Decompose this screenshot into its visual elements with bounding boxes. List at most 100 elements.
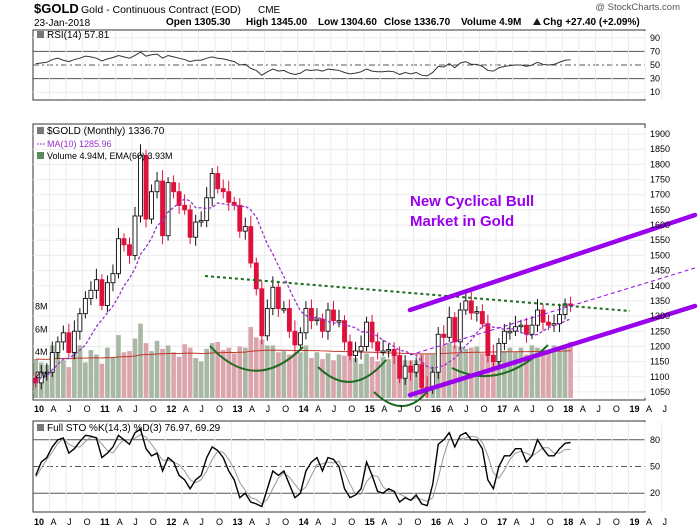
candle-body — [116, 238, 121, 275]
x-tick-label: A — [381, 517, 387, 527]
sto-tick-label: 80 — [650, 435, 660, 445]
volume-bar — [281, 351, 287, 398]
price-tick-label: 1350 — [650, 296, 670, 306]
candle-body — [402, 365, 408, 379]
x-tick-label: O — [348, 404, 355, 414]
volume-bar — [116, 335, 121, 398]
candle-body — [77, 313, 83, 332]
candle-body — [286, 308, 292, 332]
candle-body — [110, 273, 116, 284]
volume-bar — [127, 351, 132, 398]
x-tick-label: J — [398, 517, 403, 527]
candle-body — [535, 309, 540, 326]
candle-body — [143, 154, 149, 220]
x-tick-label: O — [481, 517, 488, 527]
x-tick-label: O — [282, 404, 289, 414]
ma10-line — [35, 198, 571, 384]
volume-bar — [441, 345, 447, 398]
x-tick-label: A — [514, 517, 520, 527]
rsi-line — [35, 51, 571, 77]
x-tick-label: 15 — [365, 517, 375, 527]
watermark: @ StockCharts.com — [595, 2, 680, 13]
x-tick-label: J — [199, 404, 204, 414]
x-tick-label: 14 — [299, 404, 309, 414]
price-tick-label: 1400 — [650, 281, 670, 291]
candle-body — [364, 321, 370, 347]
candle-body — [303, 308, 309, 334]
annotation-line2: Market in Gold — [410, 213, 514, 230]
price-tick-label: 1850 — [650, 144, 670, 154]
price-legend-vol: Volume 4.94M, EMA(60) 3.93M — [47, 151, 173, 161]
volume-bar — [513, 352, 518, 398]
price-legend-swatch — [37, 127, 44, 134]
rsi-tick-label: 50 — [650, 60, 660, 70]
x-tick-label: J — [530, 404, 535, 414]
volume-bar — [66, 367, 72, 398]
x-tick-label: 13 — [232, 404, 242, 414]
candle-body — [275, 286, 281, 309]
price-tick-label: 1300 — [650, 311, 670, 321]
candle-body — [220, 188, 226, 193]
volume-bar — [77, 345, 83, 398]
volume-bar — [502, 351, 507, 398]
candle-body — [413, 364, 419, 373]
volume-bar — [154, 340, 160, 398]
candle-body — [380, 350, 386, 353]
candle-body — [138, 154, 143, 217]
volume-bar — [265, 345, 270, 398]
x-tick-label: 16 — [431, 517, 441, 527]
candle-body — [369, 321, 375, 343]
sto-tick-label: 20 — [650, 488, 660, 498]
volume-bar — [336, 354, 342, 398]
x-tick-label: 17 — [497, 404, 507, 414]
volume-bar — [209, 343, 215, 398]
volume-bar — [507, 347, 513, 398]
volume-bar — [391, 355, 397, 398]
x-tick-label: O — [613, 404, 620, 414]
x-tick-label: 12 — [166, 404, 176, 414]
volume-bar — [314, 352, 320, 398]
volume-bar — [309, 357, 314, 398]
volume-bar — [551, 345, 557, 398]
volume-bar — [386, 359, 391, 398]
x-tick-label: O — [84, 517, 91, 527]
x-tick-label: O — [282, 517, 289, 527]
candle-body — [237, 204, 243, 232]
price-tick-label: 1500 — [650, 250, 670, 260]
candle-body — [496, 342, 502, 363]
base-arc — [317, 359, 387, 383]
sto-k-line — [35, 428, 571, 508]
candle-body — [529, 324, 535, 335]
header-open: Open 1305.30 — [166, 17, 231, 28]
candle-body — [518, 324, 524, 328]
x-tick-label: 19 — [629, 517, 639, 527]
volume-bar — [83, 362, 88, 398]
candle-body — [160, 180, 166, 237]
candle-body — [463, 300, 469, 311]
candle-body — [253, 262, 259, 290]
x-tick-label: A — [117, 404, 123, 414]
candle-body — [419, 364, 425, 388]
x-tick-label: O — [216, 404, 223, 414]
x-tick-label: 10 — [34, 517, 44, 527]
candle-body — [264, 308, 270, 337]
x-tick-label: O — [348, 517, 355, 527]
header-close: Close 1336.70 — [384, 17, 451, 28]
rsi-tick-label: 70 — [650, 46, 660, 56]
candle-body — [397, 355, 403, 379]
x-tick-label: J — [596, 517, 601, 527]
candle-body — [66, 332, 72, 353]
price-tick-label: 1050 — [650, 387, 670, 397]
volume-bar — [193, 357, 198, 398]
x-tick-label: J — [133, 404, 138, 414]
volume-bar — [253, 337, 259, 398]
volume-bar — [259, 339, 265, 398]
candle-body — [242, 226, 248, 232]
volume-bar — [557, 351, 562, 398]
rsi-tick-label: 90 — [650, 33, 660, 43]
price-tick-label: 1150 — [650, 357, 669, 367]
volume-ema-line — [35, 349, 571, 360]
candle-body — [507, 330, 513, 334]
x-tick-label: J — [266, 517, 271, 527]
volume-bar — [568, 341, 573, 398]
